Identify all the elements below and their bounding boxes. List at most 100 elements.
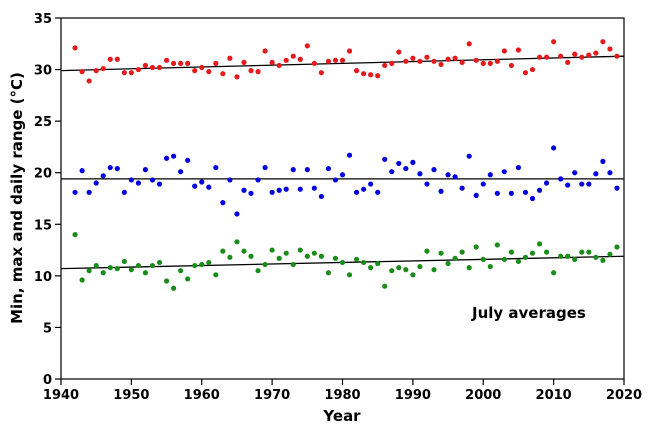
data-point-series-0 xyxy=(551,39,557,45)
data-point-series-0 xyxy=(543,54,550,60)
data-point-series-2 xyxy=(318,253,324,259)
data-point-series-1 xyxy=(508,190,514,196)
data-point-series-2 xyxy=(128,267,134,273)
data-point-series-0 xyxy=(452,55,458,61)
data-point-series-0 xyxy=(600,39,606,45)
data-point-series-0 xyxy=(522,70,529,76)
data-point-series-1 xyxy=(614,185,620,191)
data-point-series-1 xyxy=(543,180,550,186)
data-point-series-2 xyxy=(311,250,317,256)
data-point-series-1 xyxy=(79,168,85,174)
data-point-series-2 xyxy=(515,258,522,265)
y-tick-label: 25 xyxy=(34,115,52,130)
y-axis-title: Min, max and daily range (°C) xyxy=(8,72,26,324)
data-point-series-1 xyxy=(128,177,134,183)
data-point-series-2 xyxy=(121,258,127,265)
data-point-series-1 xyxy=(353,189,360,195)
data-point-series-1 xyxy=(276,187,282,193)
data-point-series-2 xyxy=(93,262,99,269)
data-point-series-0 xyxy=(473,57,479,63)
data-point-series-0 xyxy=(199,64,205,71)
data-point-series-0 xyxy=(438,61,444,68)
data-point-series-1 xyxy=(93,180,99,186)
data-point-series-2 xyxy=(572,256,578,262)
data-point-series-1 xyxy=(220,200,226,206)
data-point-series-0 xyxy=(614,53,620,59)
data-point-series-1 xyxy=(346,152,353,158)
data-point-series-1 xyxy=(417,171,423,177)
data-point-series-1 xyxy=(529,195,536,202)
data-point-series-2 xyxy=(396,265,402,271)
data-point-series-0 xyxy=(325,58,332,64)
data-point-series-0 xyxy=(424,54,430,60)
data-point-series-2 xyxy=(248,253,254,259)
data-point-series-1 xyxy=(466,153,472,159)
data-point-series-2 xyxy=(361,259,367,266)
data-point-series-1 xyxy=(572,170,578,176)
data-point-series-1 xyxy=(311,185,317,191)
x-tick-label: 1970 xyxy=(254,388,290,403)
data-point-series-0 xyxy=(417,58,423,64)
data-point-series-0 xyxy=(368,72,374,78)
data-point-series-1 xyxy=(410,159,416,165)
data-point-series-0 xyxy=(536,54,543,60)
data-point-series-1 xyxy=(536,187,543,193)
data-point-series-2 xyxy=(107,265,113,271)
data-point-series-0 xyxy=(86,78,92,84)
data-point-series-1 xyxy=(487,172,493,178)
data-point-series-0 xyxy=(304,43,310,49)
data-point-series-2 xyxy=(325,270,332,276)
data-point-series-0 xyxy=(192,68,198,74)
data-point-series-1 xyxy=(142,167,149,173)
data-point-series-1 xyxy=(339,172,346,178)
data-point-series-2 xyxy=(368,265,374,271)
data-point-series-2 xyxy=(241,248,247,254)
data-point-series-1 xyxy=(368,181,374,187)
data-point-series-2 xyxy=(389,268,395,274)
data-point-series-0 xyxy=(185,60,191,66)
data-point-series-0 xyxy=(480,60,486,66)
data-point-series-1 xyxy=(424,181,430,187)
data-point-series-2 xyxy=(192,262,198,269)
data-point-series-1 xyxy=(304,167,310,173)
data-point-series-1 xyxy=(332,177,339,183)
data-point-series-2 xyxy=(529,250,536,256)
data-point-series-1 xyxy=(480,181,486,187)
data-point-series-1 xyxy=(403,165,409,172)
data-point-series-1 xyxy=(473,192,479,199)
data-point-series-0 xyxy=(234,74,240,80)
data-point-series-1 xyxy=(607,170,613,176)
data-point-series-0 xyxy=(515,47,522,53)
data-point-series-2 xyxy=(86,268,92,274)
data-point-series-0 xyxy=(121,70,127,76)
data-point-series-2 xyxy=(290,261,296,268)
data-point-series-1 xyxy=(389,169,395,175)
data-point-series-2 xyxy=(199,261,205,268)
data-point-series-1 xyxy=(579,181,585,187)
x-tick-label: 1960 xyxy=(184,388,220,403)
data-point-series-2 xyxy=(353,256,360,262)
data-point-series-1 xyxy=(206,184,212,190)
data-point-series-0 xyxy=(227,55,233,61)
data-point-series-0 xyxy=(311,60,317,66)
data-point-series-2 xyxy=(213,272,219,278)
data-point-series-2 xyxy=(480,256,486,262)
data-point-series-2 xyxy=(459,249,465,255)
data-point-series-1 xyxy=(452,174,458,180)
data-point-series-0 xyxy=(93,68,99,74)
data-point-series-1 xyxy=(459,185,465,191)
data-point-series-1 xyxy=(297,186,303,192)
data-point-series-1 xyxy=(565,182,571,188)
data-point-series-0 xyxy=(410,55,416,61)
data-point-series-1 xyxy=(396,160,402,167)
data-point-series-0 xyxy=(276,62,282,69)
data-point-series-0 xyxy=(213,60,219,66)
x-tick-label: 2000 xyxy=(465,388,501,403)
data-point-series-1 xyxy=(382,156,388,162)
data-point-series-0 xyxy=(163,57,170,63)
data-point-series-2 xyxy=(220,248,226,254)
data-point-series-0 xyxy=(445,56,451,62)
data-point-series-1 xyxy=(213,164,219,171)
data-point-series-0 xyxy=(459,59,465,65)
